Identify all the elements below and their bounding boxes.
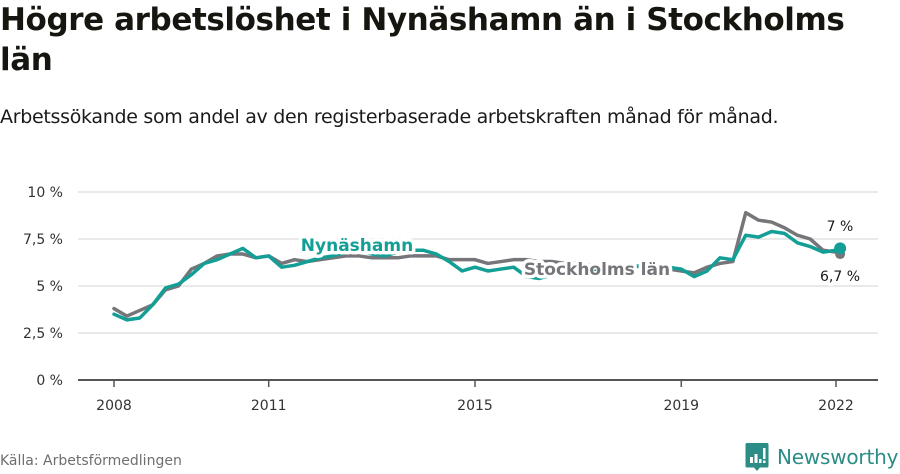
brand-logo: Newsworthy xyxy=(745,442,898,472)
x-tick-label: 2019 xyxy=(663,398,699,414)
svg-text:6,7 %: 6,7 % xyxy=(820,269,860,285)
end-value-nynashamn: 7 % xyxy=(827,219,854,235)
bar-chart-speech-bubble-icon xyxy=(745,443,769,471)
series-label-nynashamn: Nynäshamn xyxy=(301,236,413,256)
series-lines xyxy=(112,210,847,322)
svg-text:Stockholms län: Stockholms län xyxy=(524,260,670,280)
y-tick-label: 7,5 % xyxy=(23,232,63,248)
x-tick-label: 2015 xyxy=(457,398,493,414)
y-axis: 0 % 2,5 % 5 % 7,5 % 10 % xyxy=(23,185,878,389)
source-note: Källa: Arbetsförmedlingen xyxy=(0,453,182,469)
x-tick-label: 2008 xyxy=(96,398,132,414)
end-value-stockholm: 6,7 % xyxy=(820,269,860,285)
brand-name: Newsworthy xyxy=(777,445,899,469)
series-label-stockholm: Stockholms län xyxy=(524,260,670,280)
x-tick-label: 2022 xyxy=(818,398,854,414)
y-tick-label: 0 % xyxy=(36,373,63,389)
y-tick-label: 5 % xyxy=(36,279,63,295)
chart-subtitle: Arbetssökande som andel av den registerb… xyxy=(0,106,779,128)
line-chart: 0 % 2,5 % 5 % 7,5 % 10 % 2008 2011 2015 2019 202… xyxy=(23,185,878,414)
series-line xyxy=(112,229,842,322)
svg-text:7 %: 7 % xyxy=(827,219,854,235)
x-tick-label: 2011 xyxy=(251,398,287,414)
chart-title: Högre arbetslöshet i Nynäshamn än i Stoc… xyxy=(0,2,845,78)
end-point-nynashamn xyxy=(834,242,847,255)
y-tick-label: 10 % xyxy=(27,185,63,201)
svg-text:Nynäshamn: Nynäshamn xyxy=(301,236,413,256)
x-axis: 2008 2011 2015 2019 2022 xyxy=(78,379,878,414)
series-line xyxy=(112,210,842,318)
y-tick-label: 2,5 % xyxy=(23,326,63,342)
